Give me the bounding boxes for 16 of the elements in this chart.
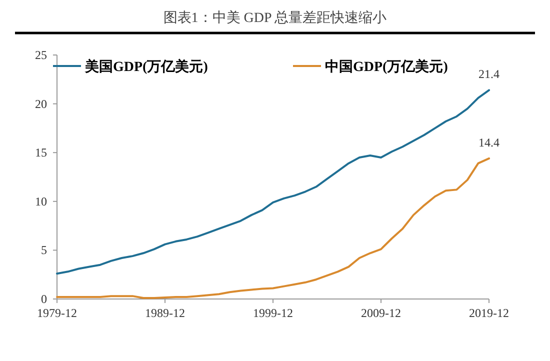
y-tick-label: 0 [41, 292, 47, 306]
y-tick-label: 25 [35, 48, 47, 62]
x-tick-label: 2009-12 [361, 306, 401, 320]
y-tick-label: 20 [35, 96, 47, 111]
y-tick-label: 5 [41, 243, 47, 258]
x-tick-label: 1979-12 [37, 306, 77, 320]
chart-title: 图表1：中美 GDP 总量差距快速缩小 [163, 10, 387, 26]
x-tick-label: 1989-12 [145, 306, 185, 320]
legend-label: 美国GDP(万亿美元) [84, 58, 208, 75]
data-label: 14.4 [478, 135, 500, 150]
x-tick-label: 1999-12 [253, 306, 293, 320]
y-tick-label: 10 [35, 194, 47, 208]
x-tick-label: 2019-12 [469, 306, 509, 320]
y-tick-label: 15 [35, 146, 47, 160]
legend-label: 中国GDP(万亿美元) [325, 58, 448, 75]
data-label: 21.4 [478, 67, 500, 82]
